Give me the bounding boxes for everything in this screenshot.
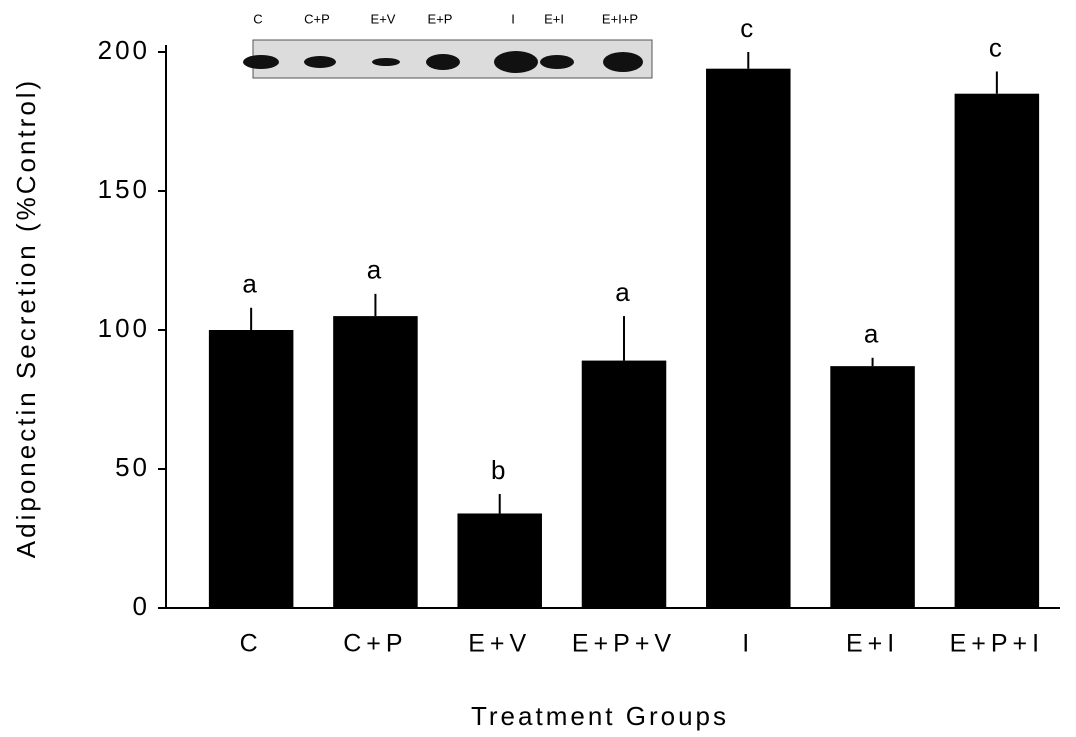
blot-lane-label: E+I+P	[602, 11, 638, 26]
bar	[333, 316, 418, 608]
significance-letter: a	[242, 269, 259, 299]
y-tick-label: 200	[98, 35, 150, 65]
blot-inset	[243, 40, 652, 78]
x-tick-label: E+P+I	[950, 630, 1045, 658]
blot-lane-label: I	[511, 11, 515, 26]
blot-lane-label: E+V	[371, 11, 396, 26]
significance-letter: a	[615, 277, 632, 307]
x-tick-label: C	[240, 630, 263, 658]
blot-band	[304, 56, 336, 68]
blot-band	[494, 51, 538, 73]
blot-band	[426, 54, 460, 70]
y-axis-label: Adiponectin Secretion (%Control)	[11, 78, 41, 558]
y-tick-label: 150	[98, 174, 150, 204]
significance-letter: c	[740, 13, 756, 43]
blot-lane-label: E+I	[544, 11, 564, 26]
x-tick-label: E+P+V	[572, 630, 676, 658]
bar	[457, 513, 542, 608]
significance-letter: a	[864, 319, 881, 349]
y-tick-label: 0	[133, 591, 150, 621]
y-tick-label: 100	[98, 313, 150, 343]
x-tick-label: I	[742, 630, 754, 658]
bar	[209, 330, 294, 608]
blot-lane-label: C+P	[304, 11, 330, 26]
blot-band	[372, 58, 400, 66]
blot-band	[243, 55, 279, 69]
blot-lane-label: E+P	[428, 11, 453, 26]
bar	[955, 94, 1040, 608]
x-tick-label: E+V	[468, 630, 531, 658]
y-tick-label: 50	[115, 452, 150, 482]
significance-letter: b	[491, 455, 508, 485]
bar	[582, 361, 667, 608]
blot-band	[540, 55, 574, 69]
blot-band	[603, 52, 643, 72]
chart: Adiponectin Secretion (%Control) Treatme…	[0, 0, 1076, 737]
significance-letter: c	[989, 32, 1005, 62]
blot-lane-label: C	[253, 11, 262, 26]
significance-letter: a	[367, 255, 384, 285]
x-axis-label: Treatment Groups	[471, 701, 729, 731]
x-tick-label: C+P	[343, 630, 407, 658]
bar	[706, 69, 791, 608]
x-tick-label: E+I	[846, 630, 899, 658]
bar	[830, 366, 915, 608]
